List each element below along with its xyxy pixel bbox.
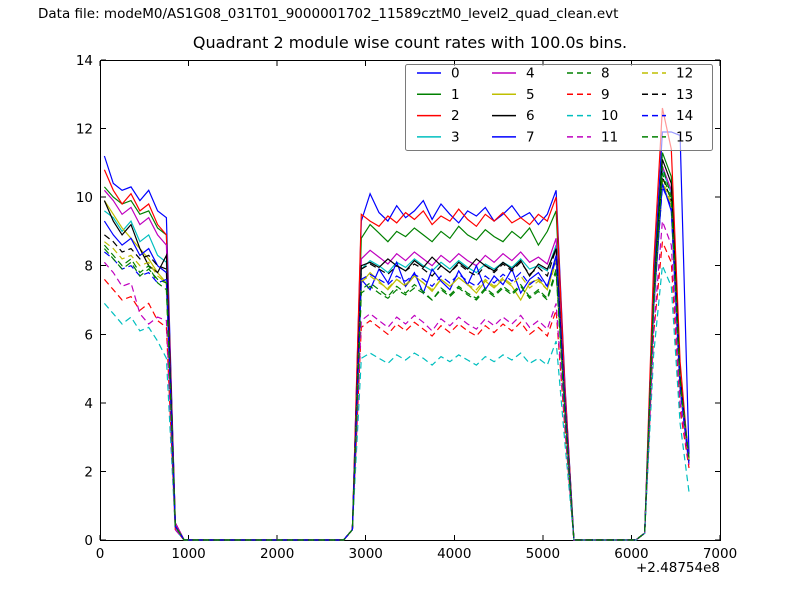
legend-label-9: 9 <box>601 87 610 103</box>
series-line-12 <box>104 179 690 541</box>
legend-label-3: 3 <box>451 129 460 145</box>
legend-label-4: 4 <box>526 66 535 82</box>
series-line-10 <box>103 263 690 541</box>
legend-label-14: 14 <box>676 108 693 124</box>
x-tick-label: 5000 <box>526 546 560 562</box>
chart-title: Quadrant 2 module wise count rates with … <box>192 33 628 52</box>
y-tick-label: 2 <box>84 464 93 480</box>
y-tick-label: 0 <box>84 533 93 549</box>
legend-label-10: 10 <box>601 108 618 124</box>
series-line-14 <box>104 186 690 541</box>
x-tick-label: 2000 <box>260 546 294 562</box>
series-line-15 <box>103 172 690 541</box>
y-tick-label: 4 <box>84 396 93 412</box>
x-tick-label: 3000 <box>349 546 383 562</box>
legend-label-11: 11 <box>601 129 618 145</box>
legend-label-0: 0 <box>451 66 460 82</box>
x-axis-offset-label: +2.48754e8 <box>635 560 720 576</box>
x-tick-label: 1000 <box>171 546 205 562</box>
series-line-11 <box>103 220 690 541</box>
x-tick-label: 6000 <box>614 546 648 562</box>
legend-label-12: 12 <box>676 66 693 82</box>
series-line-2 <box>103 107 690 541</box>
y-tick-label: 10 <box>76 190 93 206</box>
y-tick-label: 8 <box>84 259 93 275</box>
series-line-5 <box>103 183 690 541</box>
x-tick-label: 4000 <box>437 546 471 562</box>
y-tick-label: 6 <box>84 327 93 343</box>
legend-label-13: 13 <box>676 87 693 103</box>
series-line-0 <box>103 131 690 541</box>
series-line-7 <box>103 183 690 541</box>
legend-label-8: 8 <box>601 66 610 82</box>
legend-label-6: 6 <box>526 108 535 124</box>
legend-box <box>405 64 713 151</box>
legend-label-5: 5 <box>526 87 535 103</box>
y-tick-label: 12 <box>76 122 93 138</box>
y-tick-label: 14 <box>76 53 93 69</box>
data-file-label: Data file: modeM0/AS1G08_031T01_90000017… <box>38 6 619 22</box>
axes-frame <box>100 60 721 541</box>
series-line-6 <box>103 159 690 541</box>
legend-label-7: 7 <box>526 129 535 145</box>
x-tick-label: 0 <box>96 546 105 562</box>
x-tick-label: 7000 <box>703 546 737 562</box>
legend-label-1: 1 <box>451 87 460 103</box>
legend-label-2: 2 <box>451 108 460 124</box>
legend-label-15: 15 <box>676 129 693 145</box>
series-line-1 <box>103 152 690 541</box>
